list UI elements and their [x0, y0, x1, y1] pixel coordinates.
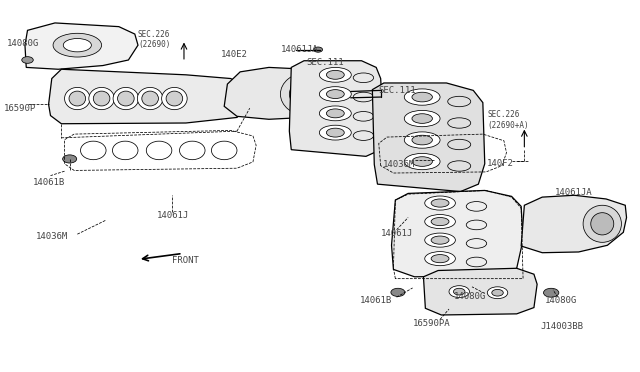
Text: 14061J: 14061J [381, 229, 413, 238]
Text: FRONT: FRONT [172, 256, 198, 265]
Ellipse shape [425, 196, 456, 210]
Polygon shape [25, 23, 138, 69]
Text: SEC.111: SEC.111 [306, 58, 344, 67]
Text: 14036M: 14036M [383, 160, 415, 169]
Text: 14061J: 14061J [157, 211, 189, 220]
Text: 14061B: 14061B [33, 178, 65, 187]
Ellipse shape [583, 205, 621, 242]
Ellipse shape [543, 288, 559, 297]
Ellipse shape [487, 287, 508, 299]
Polygon shape [289, 61, 384, 156]
Ellipse shape [162, 87, 187, 110]
Ellipse shape [326, 70, 344, 79]
Text: 16590PA: 16590PA [413, 320, 450, 328]
Text: J14003BB: J14003BB [540, 321, 583, 331]
Text: 14080G: 14080G [545, 296, 577, 305]
Ellipse shape [142, 91, 159, 106]
Ellipse shape [404, 153, 440, 170]
Text: SEC.226
(22690): SEC.226 (22690) [138, 30, 170, 49]
Polygon shape [224, 67, 351, 119]
Ellipse shape [166, 91, 182, 106]
Ellipse shape [431, 218, 449, 226]
Ellipse shape [404, 89, 440, 105]
Ellipse shape [319, 87, 351, 102]
Ellipse shape [449, 286, 469, 298]
Text: 14080G: 14080G [7, 39, 39, 48]
Ellipse shape [113, 87, 139, 110]
Text: 16590P: 16590P [4, 104, 36, 113]
Ellipse shape [431, 254, 449, 263]
Ellipse shape [412, 157, 433, 166]
Ellipse shape [404, 110, 440, 127]
Ellipse shape [425, 215, 456, 229]
Polygon shape [372, 83, 484, 192]
Ellipse shape [319, 125, 351, 140]
Polygon shape [49, 69, 250, 124]
Ellipse shape [591, 213, 614, 235]
Ellipse shape [326, 128, 344, 137]
Text: 14036M: 14036M [36, 231, 68, 241]
Text: 140E2: 140E2 [221, 50, 248, 59]
Ellipse shape [65, 87, 90, 110]
Polygon shape [424, 268, 537, 315]
Ellipse shape [492, 289, 503, 296]
Polygon shape [521, 195, 627, 253]
Ellipse shape [280, 73, 334, 116]
Text: 140F2: 140F2 [487, 158, 514, 167]
Ellipse shape [63, 155, 77, 163]
Ellipse shape [118, 91, 134, 106]
Text: 14080G: 14080G [454, 292, 486, 301]
Text: 14061JA: 14061JA [280, 45, 318, 54]
Ellipse shape [138, 87, 163, 110]
Ellipse shape [391, 288, 405, 296]
Ellipse shape [319, 106, 351, 121]
Ellipse shape [314, 47, 323, 52]
Text: 14061JA: 14061JA [555, 188, 593, 197]
Ellipse shape [326, 90, 344, 99]
Text: 14061B: 14061B [360, 296, 392, 305]
Ellipse shape [412, 114, 433, 124]
Ellipse shape [22, 57, 33, 63]
Ellipse shape [412, 92, 433, 102]
Text: SEC.226
(22690+A): SEC.226 (22690+A) [487, 110, 529, 130]
Ellipse shape [431, 236, 449, 244]
Ellipse shape [69, 91, 86, 106]
Ellipse shape [63, 38, 92, 52]
Ellipse shape [404, 132, 440, 148]
Ellipse shape [412, 135, 433, 145]
Text: SEC.111: SEC.111 [379, 86, 417, 95]
Ellipse shape [89, 87, 115, 110]
Ellipse shape [289, 80, 325, 108]
Ellipse shape [93, 91, 110, 106]
Ellipse shape [454, 288, 465, 295]
Ellipse shape [425, 233, 456, 247]
Ellipse shape [425, 251, 456, 266]
Ellipse shape [431, 199, 449, 207]
Polygon shape [392, 190, 523, 277]
Ellipse shape [326, 109, 344, 118]
Ellipse shape [53, 33, 102, 57]
Ellipse shape [319, 67, 351, 82]
